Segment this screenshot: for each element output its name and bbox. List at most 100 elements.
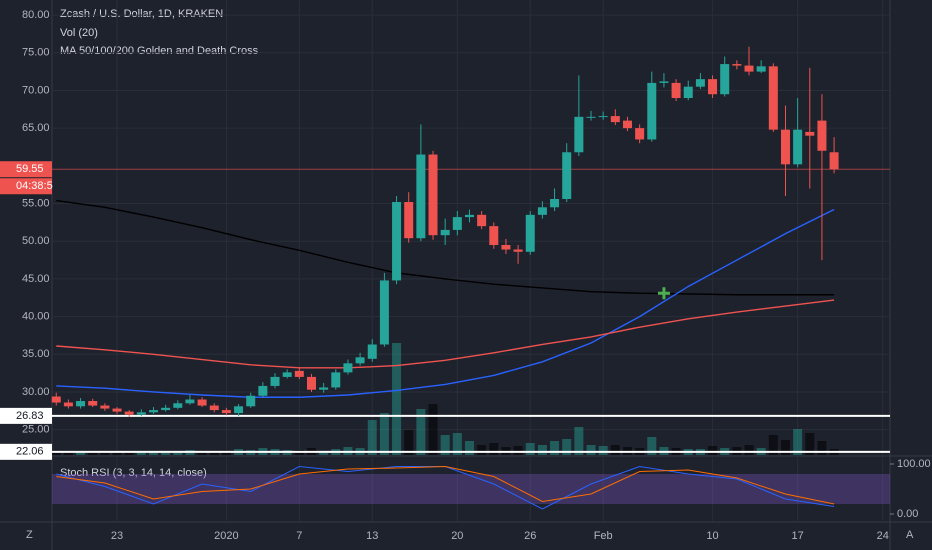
volume-bar — [100, 452, 110, 455]
candle-body — [598, 116, 608, 118]
x-tick-label: 24 — [877, 530, 889, 542]
y-tick-label: 80.00 — [22, 9, 50, 21]
candle-body — [343, 363, 353, 373]
candle-body — [428, 154, 438, 236]
volume-bar — [221, 451, 231, 455]
corner-label: Z — [26, 529, 33, 541]
volume-bar — [88, 451, 98, 455]
volume-bar — [319, 451, 329, 455]
candle-body — [720, 64, 730, 95]
candle-body — [659, 81, 669, 83]
candle-body — [319, 387, 329, 390]
candle-body — [404, 202, 414, 239]
x-tick-label: Feb — [594, 530, 613, 542]
candle-body — [63, 402, 73, 407]
y-tick-label: 70.00 — [22, 84, 50, 96]
volume-bar — [367, 420, 377, 455]
volume-bar — [136, 452, 146, 455]
stoch-line — [56, 465, 835, 505]
candle-body — [622, 120, 632, 129]
volume-bar — [173, 451, 183, 455]
y-tick-label: 25.00 — [22, 424, 50, 436]
candle-body — [392, 202, 402, 281]
stoch-tick-label: 0.00 — [897, 508, 918, 520]
volume-bar — [768, 435, 778, 455]
countdown-label: 04:38:5 — [16, 180, 53, 192]
price-label: 26.83 — [16, 410, 44, 422]
volume-bar — [416, 409, 426, 455]
y-tick-label: 75.00 — [22, 47, 50, 59]
candle-body — [501, 244, 511, 250]
volume-bar — [428, 404, 438, 455]
candle-body — [355, 357, 365, 364]
candle-body — [331, 372, 341, 388]
cross-marker — [657, 287, 670, 300]
volume-bar — [744, 445, 754, 455]
volume-bar — [161, 452, 171, 455]
volume-bar — [805, 433, 815, 455]
price-label-box — [0, 443, 52, 460]
candle-body — [537, 207, 547, 215]
volume-bar — [793, 429, 803, 455]
candle-body — [234, 406, 244, 414]
y-tick-label: 40.00 — [22, 311, 50, 323]
corner-label: A — [906, 529, 914, 541]
y-tick-label: 50.00 — [22, 235, 50, 247]
candle-body — [100, 405, 110, 409]
x-tick-label: 13 — [366, 530, 378, 542]
candle-body — [768, 66, 778, 130]
candle-body — [647, 82, 657, 140]
candle-body — [221, 410, 231, 414]
stoch-tick-label: 100.00 — [897, 458, 931, 470]
candle-body — [817, 120, 827, 151]
x-tick-label: 20 — [451, 530, 463, 542]
candle-body — [489, 226, 499, 245]
stoch-title: Stoch RSI (3, 3, 14, 14, close) — [60, 467, 207, 479]
legend-line: MA 50/100/200 Golden and Death Cross — [60, 45, 259, 57]
candle-body — [76, 401, 86, 407]
candle-body — [246, 395, 256, 407]
y-tick-label: 35.00 — [22, 348, 50, 360]
candle-body — [112, 408, 122, 412]
price-label-box — [0, 161, 52, 178]
candle-body — [683, 86, 693, 98]
volume-bar — [197, 451, 207, 455]
candle-body — [525, 214, 535, 252]
volume-bar — [586, 445, 596, 455]
candle-body — [635, 128, 645, 140]
candle-body — [562, 152, 572, 200]
candle-body — [744, 65, 754, 72]
candle-body — [513, 249, 523, 252]
volume-bar — [537, 445, 547, 455]
candle-body — [209, 405, 219, 411]
volume-bar — [525, 443, 535, 455]
candle-body — [88, 401, 98, 406]
volume-bar — [550, 441, 560, 455]
volume-bar — [513, 446, 523, 455]
candle-body — [671, 82, 681, 98]
candle-body — [282, 372, 292, 377]
volume-bar — [124, 451, 134, 455]
candle-body — [695, 79, 705, 87]
x-tick-label: 10 — [706, 530, 718, 542]
candle-body — [197, 399, 207, 406]
y-tick-label: 55.00 — [22, 197, 50, 209]
price-label: 22.06 — [16, 446, 44, 458]
volume-bar — [477, 445, 487, 455]
ma-line — [56, 199, 835, 296]
volume-bar — [209, 452, 219, 455]
candle-body — [294, 370, 304, 377]
x-tick-label: 23 — [111, 530, 123, 542]
y-tick-label: 45.00 — [22, 273, 50, 285]
candle-body — [173, 403, 183, 408]
candle-body — [258, 385, 268, 396]
candle-body — [805, 131, 815, 136]
candle-body — [477, 214, 487, 227]
volume-bar — [817, 441, 827, 455]
countdown-box — [0, 178, 52, 195]
volume-bar — [780, 440, 790, 455]
candle-body — [452, 217, 462, 230]
candle-body — [829, 152, 839, 170]
candle-body — [793, 129, 803, 165]
